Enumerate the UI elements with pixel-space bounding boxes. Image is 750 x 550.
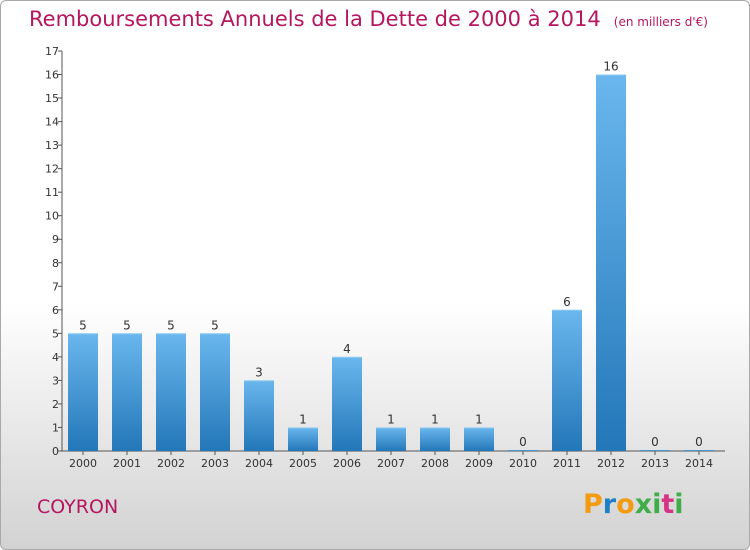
data-label-2003: 5: [211, 318, 219, 332]
x-tick-label: 2006: [333, 457, 361, 470]
y-tick-label: 16: [45, 69, 59, 82]
x-tick-label: 2011: [553, 457, 581, 470]
y-tick-label: 11: [45, 186, 59, 199]
bar-2007: [376, 427, 406, 451]
x-tick-label: 2010: [509, 457, 537, 470]
x-tick-label: 2001: [113, 457, 141, 470]
logo-letter: i: [652, 489, 662, 520]
proxiti-logo: Proxiti: [583, 489, 684, 520]
y-tick-label: 17: [45, 45, 59, 58]
data-label-2002: 5: [167, 318, 175, 332]
data-label-2007: 1: [387, 412, 395, 426]
x-tick-label: 2005: [289, 457, 317, 470]
bar-2011: [552, 309, 582, 451]
y-tick-label: 5: [52, 327, 59, 340]
bar-2008: [420, 427, 450, 451]
y-tick-label: 7: [52, 280, 59, 293]
bar-2009: [464, 427, 494, 451]
y-tick-label: 13: [45, 139, 59, 152]
y-tick-label: 0: [52, 445, 59, 458]
bar-2013: [640, 450, 670, 451]
x-tick-label: 2004: [245, 457, 273, 470]
bar-2003: [200, 333, 230, 451]
data-label-2006: 4: [343, 342, 351, 356]
chart-unit: (en milliers d'€): [613, 15, 708, 29]
commune-name: COYRON: [37, 496, 119, 518]
y-tick-label: 3: [52, 374, 59, 387]
y-tick-label: 9: [52, 233, 59, 246]
y-tick-label: 4: [52, 351, 59, 364]
y-tick-label: 2: [52, 398, 59, 411]
data-label-2000: 5: [79, 318, 87, 332]
y-tick-label: 6: [52, 304, 59, 317]
bar-2004: [244, 380, 274, 451]
bar-2000: [68, 333, 98, 451]
y-tick-label: 14: [45, 116, 59, 129]
bar-2012: [596, 74, 626, 451]
logo-letter: o: [616, 489, 635, 520]
x-tick-label: 2007: [377, 457, 405, 470]
y-tick-label: 15: [45, 92, 59, 105]
chart-title: Remboursements Annuels de la Dette de 20…: [29, 7, 708, 31]
bar-2010: [508, 450, 538, 451]
data-label-2011: 6: [563, 295, 571, 309]
bar-2002: [156, 333, 186, 451]
logo-letter: t: [661, 489, 675, 520]
chart-bars: [68, 74, 714, 451]
x-tick-label: 2008: [421, 457, 449, 470]
y-tick-label: 12: [45, 163, 59, 176]
bar-2006: [332, 356, 362, 451]
chart-title-text: Remboursements Annuels de la Dette de 20…: [29, 7, 601, 31]
y-tick-label: 1: [52, 421, 59, 434]
bar-2001: [112, 333, 142, 451]
logo-letter: P: [583, 489, 603, 520]
x-tick-label: 2014: [685, 457, 713, 470]
bar-2005: [288, 427, 318, 451]
y-tick-label: 10: [45, 210, 59, 223]
data-label-2014: 0: [695, 435, 703, 449]
x-tick-label: 2009: [465, 457, 493, 470]
x-tick-label: 2000: [69, 457, 97, 470]
x-tick-label: 2012: [597, 457, 625, 470]
y-tick-label: 8: [52, 257, 59, 270]
bar-2014: [684, 450, 714, 451]
data-label-2001: 5: [123, 318, 131, 332]
data-label-2005: 1: [299, 412, 307, 426]
data-label-2004: 3: [255, 365, 263, 379]
data-label-2008: 1: [431, 412, 439, 426]
data-label-2009: 1: [475, 412, 483, 426]
x-tick-label: 2002: [157, 457, 185, 470]
logo-letter: i: [674, 489, 684, 520]
chart-labels: 5 5 5 5 3 1 4 1 1 1 0 6 16 0 0: [79, 60, 703, 449]
data-label-2012: 16: [603, 60, 618, 74]
data-label-2013: 0: [651, 435, 659, 449]
x-tick-label: 2003: [201, 457, 229, 470]
x-tick-label: 2013: [641, 457, 669, 470]
logo-letter: x: [634, 489, 653, 520]
data-label-2010: 0: [519, 435, 527, 449]
logo-letter: r: [602, 489, 617, 520]
